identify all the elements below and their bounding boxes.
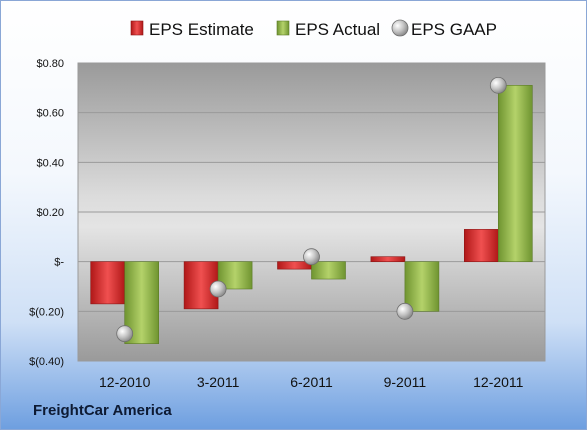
legend-label: EPS Estimate — [149, 20, 254, 39]
y-tick-label: $(0.20) — [29, 306, 64, 318]
x-tick-label: 12-2010 — [99, 374, 151, 390]
bars — [90, 85, 533, 344]
x-tick-label: 3-2011 — [197, 374, 240, 390]
gaap-markers — [116, 76, 507, 343]
marker-eps-gaap — [396, 302, 414, 320]
x-tick-label: 9-2011 — [384, 374, 427, 390]
marker-eps-gaap — [489, 76, 507, 94]
y-tick-label: $0.60 — [36, 108, 64, 120]
x-axis-ticks: 12-2010 3-2011 6-2011 9-2011 12-2011 — [99, 374, 524, 390]
x-tick-label: 6-2011 — [290, 374, 333, 390]
y-tick-label: $- — [54, 257, 64, 269]
bar-eps-estimate — [370, 256, 406, 262]
legend-swatch — [391, 19, 409, 37]
marker-eps-gaap — [116, 325, 134, 343]
x-tick-label: 12-2011 — [473, 374, 524, 390]
bar-eps-estimate — [463, 229, 499, 262]
y-axis-ticks: $0.80 $0.60 $0.40 $0.20 $- $(0.20) $(0.40) — [29, 58, 64, 368]
marker-eps-gaap — [209, 280, 227, 298]
y-tick-label: $0.80 — [36, 58, 64, 70]
bar-eps-actual — [311, 261, 346, 280]
y-tick-label: $(0.40) — [29, 356, 64, 368]
legend: EPS Estimate EPS Actual EPS GAAP — [130, 19, 497, 39]
company-name: FreightCar America — [33, 402, 172, 419]
legend-swatch — [276, 20, 290, 36]
y-tick-label: $0.40 — [36, 157, 64, 169]
bar-eps-actual — [404, 261, 440, 312]
legend-label: EPS GAAP — [411, 20, 497, 39]
marker-eps-gaap — [303, 248, 320, 266]
bar-eps-actual — [497, 85, 533, 262]
legend-label: EPS Actual — [295, 20, 380, 39]
y-tick-label: $0.20 — [36, 207, 64, 219]
bar-eps-estimate — [90, 261, 125, 305]
legend-swatch — [130, 20, 144, 36]
